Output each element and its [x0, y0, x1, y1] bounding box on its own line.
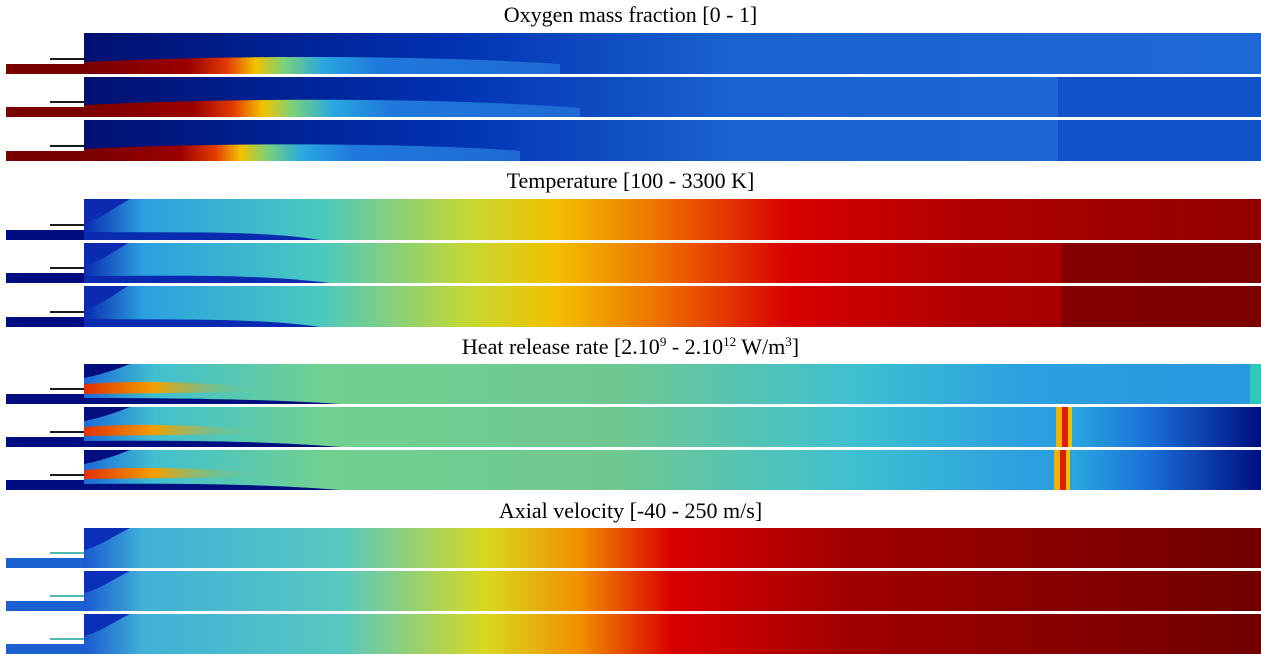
heat-release-title-unit-exp: 3 [785, 334, 792, 349]
temperature-row-3 [6, 286, 1261, 327]
heat-release-row-1 [6, 364, 1261, 404]
axial-velocity-row-2 [6, 571, 1261, 611]
heat-release-field-plot [6, 364, 1261, 490]
heat-release-title-part: - 2.10 [666, 334, 724, 359]
heat-release-title-part: Heat release rate [2.10 [461, 334, 660, 359]
heat-release-title-exp-min: 9 [659, 334, 667, 349]
oxygen-title: Oxygen mass fraction [0 - 1] [503, 2, 758, 27]
axial-velocity-row-1 [6, 528, 1261, 568]
heat-release-title-part: ] [791, 334, 800, 359]
heat-release-title-part: W/m [736, 334, 786, 359]
temperature-row-1 [6, 199, 1261, 240]
oxygen-row-3 [6, 120, 1261, 161]
oxygen-row-2 [6, 77, 1261, 117]
oxygen-row-1 [6, 33, 1261, 74]
temperature-field-plot [6, 199, 1261, 327]
oxygen-field-plot [6, 33, 1261, 161]
heat-release-row-2 [6, 407, 1261, 447]
heat-release-title: Heat release rate [2.109 - 2.1012 W/m3] [0, 334, 1261, 360]
axial-velocity-field-plot [6, 528, 1261, 654]
axial-velocity-title: Axial velocity [-40 - 250 m/s] [498, 498, 763, 523]
axial-velocity-row-3 [6, 614, 1261, 654]
heat-release-title-exp-max: 12 [723, 334, 737, 349]
temperature-title: Temperature [100 - 3300 K] [506, 168, 755, 193]
heat-release-row-3 [6, 450, 1261, 490]
temperature-row-2 [6, 243, 1261, 283]
